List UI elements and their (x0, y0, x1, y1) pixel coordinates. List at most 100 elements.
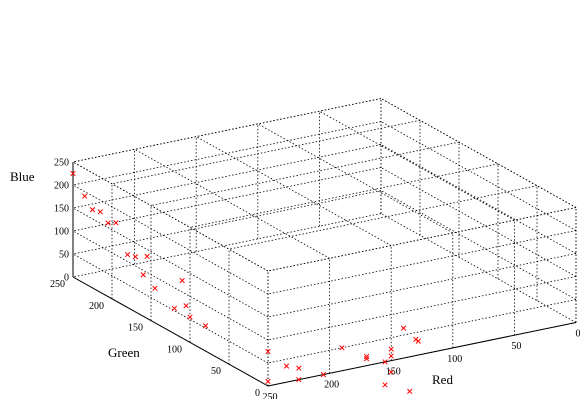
grid-line (267, 276, 577, 341)
grid-line (72, 184, 269, 295)
data-point (363, 353, 370, 360)
data-point-stroke (202, 323, 209, 329)
data-point (89, 207, 96, 213)
data-point (407, 388, 413, 394)
tick-label-red: 150 (386, 367, 401, 378)
data-point-stroke (400, 325, 407, 331)
data-point-stroke (179, 277, 185, 284)
data-point-stroke (407, 388, 413, 394)
tick-label-red: 0 (576, 329, 580, 340)
data-point (140, 272, 146, 278)
tick-label-red: 100 (447, 354, 462, 365)
data-point (339, 345, 345, 351)
grid-line (72, 98, 382, 163)
data-point (171, 305, 178, 312)
grid-line (196, 136, 392, 246)
data-point (382, 359, 388, 365)
data-point-stroke (171, 305, 178, 312)
data-point-stroke (296, 365, 302, 371)
data-point-stroke (89, 207, 96, 213)
tick-label-blue: 100 (54, 227, 69, 238)
grid-line (72, 190, 382, 255)
data-point-stroke (183, 303, 189, 309)
data-point (113, 220, 119, 226)
data-point-stroke (388, 353, 394, 359)
grid-line (72, 207, 269, 318)
grid-line (72, 213, 382, 278)
tick-label-green: 200 (89, 301, 104, 312)
data-point-stroke (124, 251, 131, 258)
data-point-stroke (283, 363, 290, 369)
tick-label-blue: 50 (59, 250, 69, 261)
grid-line (72, 144, 382, 209)
grid-line (150, 141, 460, 206)
data-point-stroke (82, 193, 88, 199)
data-point-stroke (265, 348, 271, 355)
data-point (97, 209, 103, 215)
data-point (124, 251, 131, 258)
tick-label-green: 0 (255, 388, 260, 399)
grid-layer (72, 98, 577, 387)
grid-line (380, 144, 577, 254)
data-point (388, 369, 394, 375)
grid-line (72, 161, 269, 272)
data-point-stroke (140, 272, 146, 278)
grid-line (72, 167, 382, 232)
data-point-stroke (144, 253, 150, 259)
data-point (144, 253, 150, 259)
data-point (105, 220, 111, 226)
data-point-stroke (97, 209, 103, 215)
data-point-stroke (382, 359, 388, 365)
data-point (363, 356, 370, 362)
axis-title-green: Green (108, 345, 140, 360)
grid-line (319, 110, 515, 221)
axis-title-blue: Blue (10, 169, 35, 184)
data-point-stroke (382, 382, 388, 388)
data-point-stroke (388, 346, 394, 352)
box-frame (72, 162, 577, 387)
data-point-stroke (388, 369, 394, 375)
tick-label-red: 200 (324, 379, 339, 390)
data-point-stroke (339, 345, 345, 351)
data-point (296, 365, 302, 371)
data-point (400, 325, 407, 331)
data-point (202, 323, 209, 329)
grid-line (380, 98, 577, 208)
tick-label-blue: 200 (54, 181, 69, 192)
data-point-stroke (187, 314, 193, 320)
grid-line (380, 121, 577, 231)
tick-label-blue: 0 (64, 273, 69, 284)
data-point (152, 285, 158, 291)
data-points (70, 170, 421, 399)
tick-label-red: 250 (263, 392, 278, 399)
data-point-stroke (415, 338, 421, 344)
data-point (283, 363, 290, 369)
grid-line (380, 167, 577, 277)
grid-line (72, 230, 269, 341)
data-point (187, 314, 193, 320)
data-point (179, 277, 185, 284)
axis-title-red: Red (432, 372, 453, 387)
tick-label-blue: 150 (54, 204, 69, 215)
grid-line (380, 213, 577, 323)
grid-line (267, 230, 577, 295)
data-point (296, 376, 302, 383)
tick-label-green: 50 (211, 366, 221, 377)
data-point (382, 382, 388, 388)
data-point-stroke (363, 356, 370, 362)
grid-line (257, 123, 453, 234)
grid-line (111, 119, 421, 185)
grid-line (267, 299, 577, 364)
grid-line (72, 253, 269, 364)
grid-line (228, 185, 538, 250)
data-point (265, 348, 271, 355)
data-point (265, 378, 271, 385)
data-point (70, 170, 76, 177)
axis-line-red (267, 322, 577, 387)
tick-label-blue: 250 (54, 158, 69, 169)
data-point-stroke (320, 371, 327, 378)
data-point (82, 193, 88, 199)
data-point (388, 346, 394, 352)
